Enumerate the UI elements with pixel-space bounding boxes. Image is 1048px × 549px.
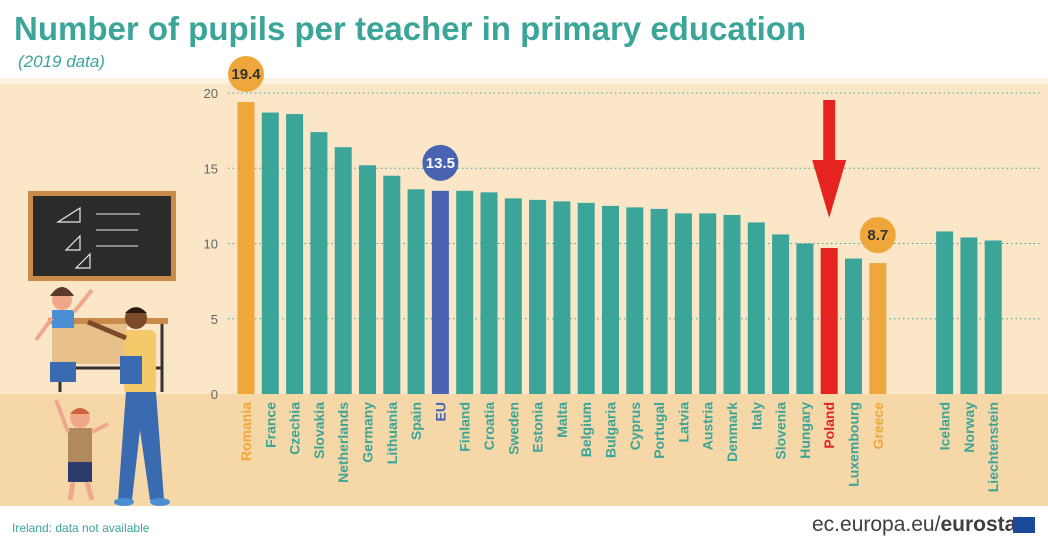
y-tick-label: 15 <box>204 161 218 176</box>
bar-poland <box>820 248 838 394</box>
category-label: Cyprus <box>627 402 643 450</box>
value-badge <box>422 144 459 181</box>
chalkboard-illustration <box>28 191 176 281</box>
bar-romania <box>237 102 255 394</box>
y-tick-label: 10 <box>204 237 218 252</box>
category-label: Netherlands <box>335 402 351 483</box>
bar-italy <box>747 222 765 394</box>
category-label: Slovakia <box>311 402 327 459</box>
y-tick-label: 20 <box>204 86 218 101</box>
category-label: Latvia <box>675 402 691 443</box>
bar-iceland <box>936 231 954 394</box>
value-annotations: 19.4 13.5 8.7 <box>228 56 896 254</box>
footnote: Ireland: data not available <box>12 521 150 535</box>
classroom-illustration <box>34 287 170 506</box>
bar-finland <box>456 190 474 394</box>
bar-estonia <box>529 199 547 394</box>
bar-spain <box>407 189 425 394</box>
category-labels: Romania France Czechia Slovakia Netherlands G… <box>238 402 1001 492</box>
bar-belgium <box>577 202 595 394</box>
category-label: Austria <box>700 402 716 450</box>
bar-czechia <box>286 114 304 394</box>
poland-arrow <box>812 100 847 219</box>
bar-liechtenstein <box>984 240 1002 394</box>
bar-lithuania <box>383 175 401 394</box>
header-fade <box>0 78 1048 84</box>
category-label: Denmark <box>724 402 740 462</box>
category-label: EU <box>432 402 448 421</box>
bar-luxembourg <box>845 258 862 394</box>
category-label: Czechia <box>287 402 303 455</box>
eu-flag-icon <box>1013 517 1035 533</box>
chart-title: Number of pupils per teacher in primary … <box>14 10 807 47</box>
bar-norway <box>960 237 978 394</box>
category-label: Poland <box>821 402 837 449</box>
category-label: Lithuania <box>384 402 400 464</box>
arrow-down-icon <box>812 100 847 219</box>
floor-panel <box>0 394 1048 506</box>
chart-subtitle: (2019 data) <box>18 52 105 71</box>
y-tick-label: 0 <box>211 387 218 402</box>
bar-netherlands <box>334 147 352 394</box>
category-label: Italy <box>748 402 764 430</box>
category-label: Germany <box>360 402 376 463</box>
value-badge-label: 13.5 <box>426 155 455 172</box>
bar-croatia <box>480 192 498 394</box>
category-label: Iceland <box>937 402 953 450</box>
bar-eu <box>431 190 449 394</box>
y-tick-label: 5 <box>211 312 218 327</box>
footer-band <box>0 506 1048 549</box>
category-label: Sweden <box>505 402 521 455</box>
value-badge <box>859 217 896 254</box>
category-label: Luxembourg <box>846 402 862 487</box>
bar-malta <box>553 201 571 394</box>
value-badge <box>228 56 264 93</box>
category-label: France <box>262 402 278 448</box>
bar-greece <box>869 263 887 394</box>
bar-slovakia <box>310 132 328 394</box>
category-label: Malta <box>554 402 570 438</box>
header-band <box>0 0 1048 78</box>
source-link[interactable]: ec.europa.eu/eurostat <box>812 513 1023 537</box>
category-label: Liechtenstein <box>985 402 1001 492</box>
category-label: Estonia <box>530 402 546 453</box>
bar-latvia <box>674 213 692 394</box>
bars <box>237 102 1002 394</box>
category-label: Hungary <box>797 402 813 459</box>
bar-portugal <box>650 208 668 394</box>
bar-denmark <box>723 214 741 394</box>
category-label: Belgium <box>578 402 594 457</box>
y-axis-ticks: 0 5 10 15 20 <box>204 86 218 402</box>
bar-sweden <box>504 198 522 394</box>
bar-france <box>261 112 279 394</box>
category-label: Spain <box>408 402 424 440</box>
bar-austria <box>699 213 717 394</box>
bar-germany <box>359 165 376 394</box>
bar-cyprus <box>626 207 644 394</box>
value-badge-label: 19.4 <box>231 66 261 83</box>
source-brand: eurostat <box>940 513 1024 536</box>
category-label: Slovenia <box>773 402 789 460</box>
bar-bulgaria <box>602 205 619 394</box>
category-label: Croatia <box>481 402 497 450</box>
category-label: Romania <box>238 402 254 461</box>
category-label: Portugal <box>651 402 667 459</box>
category-label: Greece <box>870 402 886 450</box>
category-label: Bulgaria <box>603 402 619 458</box>
value-badge-label: 8.7 <box>867 227 888 244</box>
bar-hungary <box>796 243 814 394</box>
bar-slovenia <box>772 234 790 394</box>
category-label: Finland <box>457 402 473 452</box>
category-label: Norway <box>961 402 977 453</box>
source-domain: ec.europa.eu/ <box>812 513 941 536</box>
